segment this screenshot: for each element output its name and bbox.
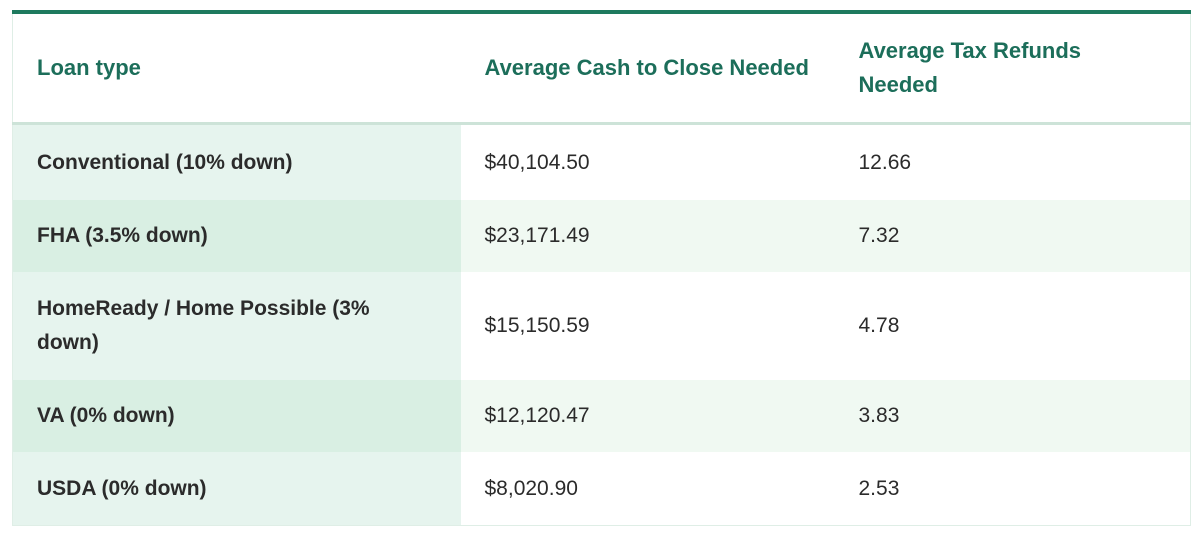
value-cell: 2.53 — [834, 452, 1191, 526]
table-container: Loan type Average Cash to Close Needed Ave… — [12, 10, 1191, 526]
loan-type-cell: VA (0% down) — [12, 380, 461, 452]
table-row: Conventional (10% down) $40,104.50 12.66 — [12, 123, 1191, 200]
value-cell: 12.66 — [834, 123, 1191, 200]
header-cell: Average Tax Refunds Needed — [834, 12, 1191, 125]
loan-type-cell: HomeReady / Home Possible (3% down) — [12, 272, 461, 380]
value-cell: $23,171.49 — [460, 200, 835, 272]
loan-type-cell: USDA (0% down) — [12, 452, 461, 526]
table-row: FHA (3.5% down) $23,171.49 7.32 — [12, 200, 1191, 272]
header-cell: Loan type — [12, 12, 461, 125]
value-cell: $40,104.50 — [460, 123, 835, 200]
value-cell: $8,020.90 — [460, 452, 835, 526]
header-cell: Average Cash to Close Needed — [460, 12, 835, 125]
value-cell: $15,150.59 — [460, 272, 835, 380]
value-cell: 7.32 — [834, 200, 1191, 272]
table-row: VA (0% down) $12,120.47 3.83 — [12, 380, 1191, 452]
table-row: USDA (0% down) $8,020.90 2.53 — [12, 452, 1191, 526]
table-row: HomeReady / Home Possible (3% down) $15,1… — [12, 272, 1191, 380]
header-row: Loan type Average Cash to Close Needed Ave… — [12, 12, 1191, 125]
value-cell: 4.78 — [834, 272, 1191, 380]
loan-type-cell: Conventional (10% down) — [12, 123, 461, 200]
loan-type-cell: FHA (3.5% down) — [12, 200, 461, 272]
loan-table: Loan type Average Cash to Close Needed Ave… — [12, 10, 1191, 526]
value-cell: 3.83 — [834, 380, 1191, 452]
table-body: Conventional (10% down) $40,104.50 12.66 FH… — [12, 123, 1191, 526]
value-cell: $12,120.47 — [460, 380, 835, 452]
